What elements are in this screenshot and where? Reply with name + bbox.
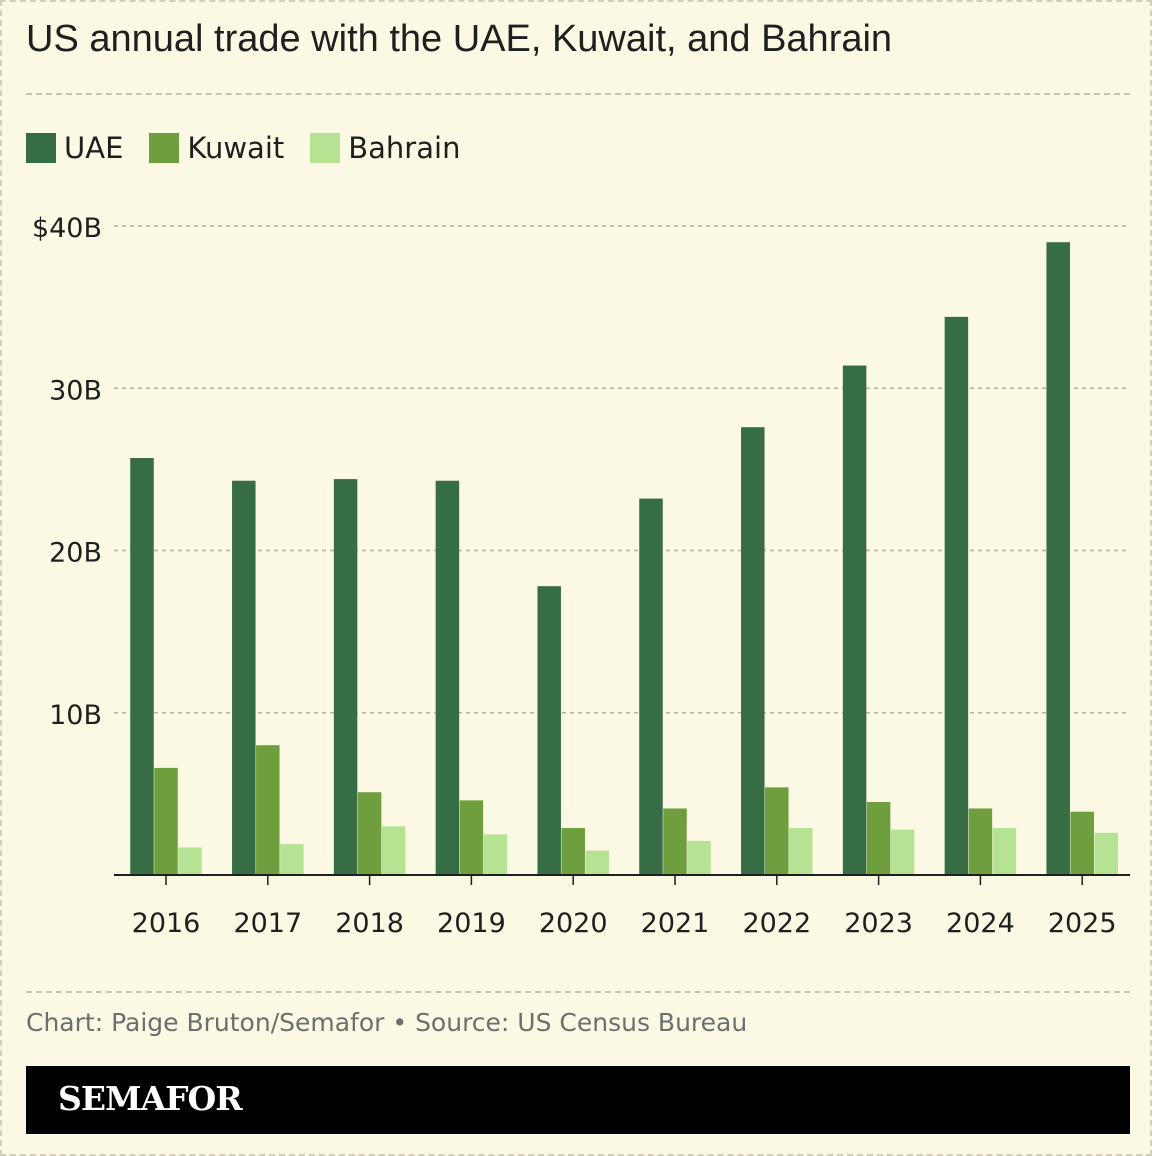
title-divider — [26, 93, 1130, 95]
x-tick-label: 2017 — [233, 908, 302, 939]
x-tick-label: 2016 — [132, 908, 201, 939]
bar-uae-2024 — [944, 316, 969, 875]
bar-uae-2021 — [639, 498, 663, 875]
legend-swatch-bahrain — [310, 133, 341, 163]
legend-label-kuwait: Kuwait — [187, 131, 285, 165]
bar-bahrain-2022 — [789, 827, 813, 875]
footer-divider — [26, 991, 1130, 993]
x-tick-label: 2024 — [946, 908, 1015, 939]
legend-swatch-uae — [26, 133, 56, 163]
bar-bahrain-2021 — [687, 840, 711, 875]
semafor-logo: SEMAFOR — [58, 1079, 243, 1118]
x-tick-label: 2022 — [742, 908, 811, 939]
bar-bahrain-2016 — [178, 847, 202, 875]
bar-uae-2019 — [435, 480, 460, 875]
bar-kuwait-2020 — [561, 827, 585, 875]
y-tick-label: 20B — [49, 538, 102, 569]
bar-bahrain-2024 — [992, 827, 1017, 875]
chart-title: US annual trade with the UAE, Kuwait, an… — [26, 18, 893, 60]
y-tick-label: 10B — [49, 700, 102, 731]
brand-bar: SEMAFOR — [26, 1066, 1130, 1134]
bar-bahrain-2020 — [585, 850, 609, 875]
legend-label-bahrain: Bahrain — [348, 131, 461, 165]
legend-item-kuwait: Kuwait — [149, 131, 284, 165]
legend-label-uae: UAE — [64, 131, 124, 165]
bar-bahrain-2017 — [280, 844, 304, 875]
x-tick-label: 2018 — [335, 908, 404, 939]
bar-uae-2018 — [333, 479, 358, 875]
bar-bahrain-2019 — [483, 834, 508, 875]
bar-uae-2016 — [130, 458, 154, 875]
bar-uae-2023 — [842, 365, 867, 875]
bar-kuwait-2021 — [663, 808, 687, 875]
bar-kuwait-2022 — [765, 787, 789, 875]
legend: UAE Kuwait Bahrain — [26, 128, 486, 168]
legend-item-bahrain: Bahrain — [310, 131, 460, 165]
bar-chart: 10B 20B 30B $40B 2016 2017 2018 2019 2020 2021 202… — [32, 213, 1130, 939]
bar-uae-2020 — [537, 586, 561, 875]
x-tick-label: 2025 — [1048, 908, 1117, 939]
x-tick-label: 2019 — [437, 908, 506, 939]
bar-kuwait-2025 — [1070, 811, 1094, 875]
x-tick-label: 2023 — [844, 908, 913, 939]
bar-kuwait-2019 — [459, 800, 484, 875]
source-note: Chart: Paige Bruton/Semafor • Source: US… — [26, 1008, 748, 1037]
bar-kuwait-2024 — [968, 808, 993, 875]
legend-item-uae: UAE — [26, 131, 123, 165]
x-tick-label: 2020 — [539, 908, 608, 939]
y-tick-label: $40B — [32, 213, 102, 244]
bar-kuwait-2018 — [357, 792, 382, 875]
x-tick-label: 2021 — [641, 908, 710, 939]
bar-bahrain-2023 — [890, 829, 915, 875]
bar-bahrain-2018 — [381, 826, 406, 875]
bar-bahrain-2025 — [1094, 832, 1118, 875]
y-tick-label: 30B — [49, 375, 102, 406]
bar-uae-2025 — [1046, 242, 1070, 876]
bar-uae-2022 — [741, 427, 765, 875]
bar-kuwait-2016 — [154, 767, 178, 875]
bar-kuwait-2023 — [866, 801, 891, 875]
bar-kuwait-2017 — [256, 745, 280, 875]
legend-swatch-kuwait — [149, 133, 180, 163]
bar-uae-2017 — [232, 480, 256, 875]
